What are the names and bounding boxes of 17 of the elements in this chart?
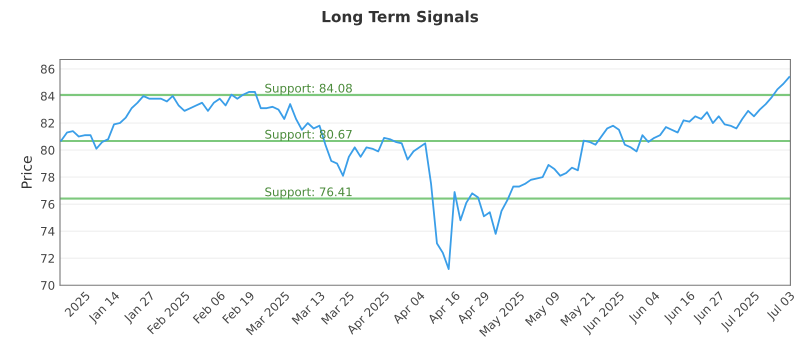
x-tick-label: Jun 04 bbox=[628, 290, 662, 325]
ref-line-label: Support: 76.41 bbox=[265, 187, 352, 199]
y-tick-label: 80 bbox=[40, 146, 54, 155]
x-tick-label: Apr 04 bbox=[392, 290, 427, 326]
y-tick-label: 84 bbox=[40, 92, 54, 101]
x-tick-label: Jul 03 bbox=[765, 290, 797, 322]
y-tick-label: 78 bbox=[41, 172, 54, 182]
y-tick-label: 74 bbox=[41, 227, 54, 236]
line-series bbox=[60, 76, 790, 270]
y-tick-label: 82 bbox=[40, 118, 54, 128]
y-axis-title: Price bbox=[21, 156, 32, 188]
y-tick-label: 72 bbox=[41, 254, 54, 263]
ref-line-label: Support: 84.08 bbox=[265, 84, 352, 95]
y-tick-label: 76 bbox=[41, 200, 54, 209]
y-tick-label: 86 bbox=[40, 64, 54, 74]
chart-title: Long Term Signals bbox=[322, 10, 478, 26]
y-tick-label: 70 bbox=[41, 280, 54, 290]
